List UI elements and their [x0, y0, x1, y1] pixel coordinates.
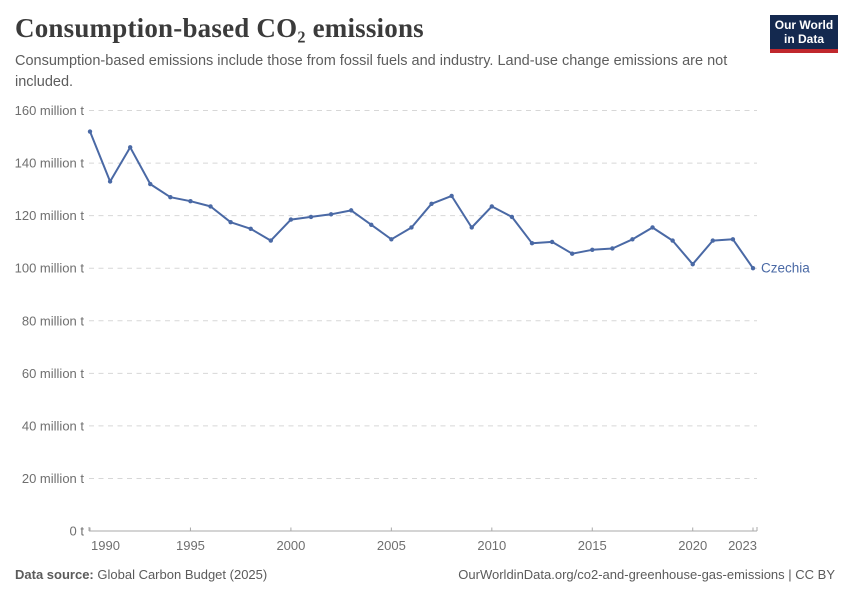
data-point-2021[interactable]	[710, 238, 716, 243]
data-point-2002[interactable]	[328, 212, 334, 217]
data-source-value: Global Carbon Budget (2025)	[97, 567, 268, 582]
data-point-1993[interactable]	[148, 181, 153, 187]
data-point-2014[interactable]	[569, 251, 575, 256]
y-axis-tick-label: 60 million t	[22, 366, 85, 381]
data-point-1998[interactable]	[248, 226, 253, 231]
data-point-2023[interactable]	[750, 265, 756, 271]
data-point-2011[interactable]	[509, 214, 515, 220]
data-source: Data source: Global Carbon Budget (2025)	[15, 567, 267, 582]
data-source-label: Data source:	[15, 567, 94, 582]
x-axis-tick-label: 1995	[176, 538, 205, 553]
data-point-2004[interactable]	[369, 222, 374, 228]
x-axis-tick-label: 2000	[276, 538, 305, 553]
data-point-2022[interactable]	[730, 237, 736, 242]
data-point-2012[interactable]	[529, 241, 535, 246]
owid-logo: Our World in Data	[770, 15, 838, 53]
data-point-2000[interactable]	[288, 217, 294, 222]
y-axis-tick-label: 160 million t	[15, 103, 85, 118]
data-point-2013[interactable]	[549, 239, 555, 245]
series-line[interactable]	[89, 130, 754, 270]
y-axis-tick-label: 120 million t	[15, 208, 85, 223]
data-point-2015[interactable]	[590, 247, 595, 252]
x-axis-tick-label: 1990	[91, 538, 120, 553]
data-point-2019[interactable]	[670, 238, 675, 243]
data-point-1992[interactable]	[127, 145, 133, 150]
chart-subtitle: Consumption-based emissions include thos…	[15, 53, 728, 90]
x-axis-tick-label: 2010	[477, 538, 506, 553]
y-axis-tick-label: 0 t	[70, 524, 85, 539]
y-axis-tick-label: 80 million t	[22, 313, 85, 328]
owid-logo-line1: Our World	[774, 18, 834, 32]
y-axis-tick-label: 40 million t	[22, 418, 85, 433]
data-point-2009[interactable]	[469, 225, 474, 230]
y-axis-tick-label: 20 million t	[22, 471, 85, 486]
y-axis-tick-label: 140 million t	[15, 156, 85, 171]
x-axis-tick-label: 2023	[728, 538, 757, 553]
data-point-1994[interactable]	[168, 195, 173, 200]
owid-logo-line2: in Data	[783, 32, 824, 46]
data-point-2005[interactable]	[389, 237, 394, 242]
data-point-2008[interactable]	[449, 193, 454, 199]
x-axis-tick-label: 2020	[678, 538, 707, 553]
data-point-1991[interactable]	[107, 179, 113, 184]
x-axis-tick-label: 2015	[578, 538, 607, 553]
data-point-2007[interactable]	[429, 201, 434, 206]
data-point-2006[interactable]	[409, 225, 414, 230]
data-point-1999[interactable]	[268, 238, 274, 243]
chart-footer: Data source: Global Carbon Budget (2025)…	[15, 567, 835, 582]
data-point-2017[interactable]	[630, 237, 635, 242]
y-axis-tick-label: 100 million t	[15, 261, 85, 276]
data-point-2001[interactable]	[308, 214, 314, 220]
data-point-1997[interactable]	[228, 219, 233, 225]
data-point-1995[interactable]	[188, 198, 193, 204]
data-point-1996[interactable]	[208, 204, 213, 209]
page-title: Consumption-based CO₂ emissions	[15, 13, 424, 43]
data-point-2018[interactable]	[650, 225, 655, 230]
entity-label[interactable]: Czechia	[761, 261, 810, 276]
data-point-2016[interactable]	[610, 246, 615, 251]
credit-link[interactable]: OurWorldinData.org/co2-and-greenhouse-ga…	[458, 567, 835, 582]
x-axis-tick-label: 2005	[377, 538, 406, 553]
data-point-2020[interactable]	[690, 262, 695, 267]
data-point-2010[interactable]	[489, 204, 495, 209]
data-point-2003[interactable]	[348, 208, 354, 213]
data-point-1990[interactable]	[87, 129, 93, 134]
